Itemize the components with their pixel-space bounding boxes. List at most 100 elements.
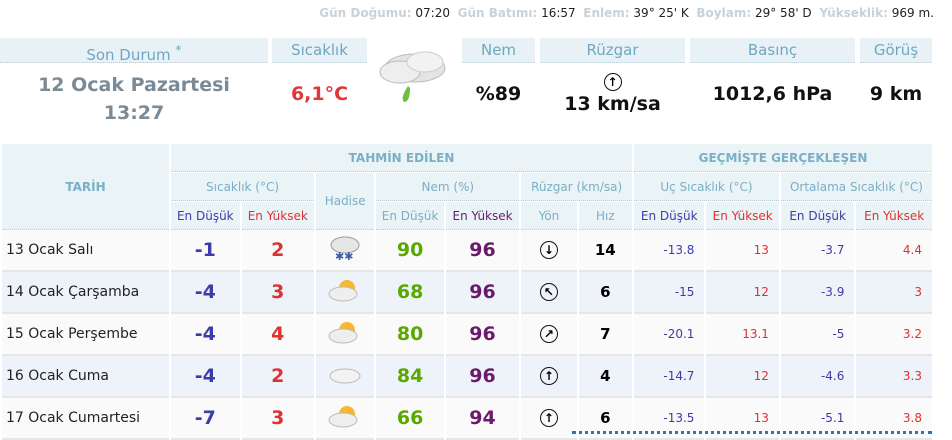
elev: 969 m. (891, 6, 934, 20)
temp-max: 2 (241, 356, 314, 398)
th-avg-max: En Yüksek (856, 201, 932, 230)
avg-min: -4.6 (780, 356, 855, 398)
table-row: 16 Ocak Cuma -4 2 84 96 ↑ 4 -14.7 12 -4.… (2, 356, 932, 398)
temp-min: -1 (171, 230, 240, 272)
wind-speed: 4 (578, 356, 632, 398)
th-past: GEÇMİŞTE GERÇEKLEŞEN (634, 143, 932, 172)
current-press: 1012,6 hPa (712, 83, 833, 105)
th-speed: Hız (578, 201, 632, 230)
row-date: 14 Ocak Çarşamba (2, 272, 170, 314)
th-hum-max: En Yüksek (445, 201, 520, 230)
sunset-label: Gün Batımı: (457, 6, 538, 20)
wind-speed: 14 (578, 230, 632, 272)
sun-cloud-icon (327, 276, 363, 304)
wind-speed: 6 (578, 272, 632, 314)
th-temp-min: En Düşük (171, 201, 240, 230)
wind-direction-icon: ↓ (539, 241, 558, 259)
location-info: Gün Doğumu: 07:20 Gün Batımı: 16:57 Enle… (319, 6, 934, 20)
temp-max: 2 (241, 230, 314, 272)
status-label: Son Durum (86, 46, 171, 64)
press-label: Basınç (690, 38, 855, 63)
ext-min: -14.7 (634, 356, 705, 398)
cloud-icon (327, 360, 363, 388)
temp-max: 3 (241, 398, 314, 440)
current-wind: 13 km/sa (564, 93, 661, 115)
avg-max: 3.3 (856, 356, 932, 398)
snow-cloud-icon: ✱✱ (327, 234, 363, 263)
table-row: 17 Ocak Cumartesi -7 3 66 94 ↑ 6 -13.5 1… (2, 398, 932, 440)
cloud-rain-icon (370, 38, 460, 122)
th-hum-min: En Düşük (376, 201, 444, 230)
temp-min: -7 (171, 398, 240, 440)
hum-min: 80 (376, 314, 444, 356)
th-ext-max: En Yüksek (706, 201, 779, 230)
sunrise-label: Gün Doğumu: (319, 6, 412, 20)
current-temp: 6,1°C (290, 83, 349, 105)
table-row: 14 Ocak Çarşamba -4 3 68 96 ↖ 6 -15 12 -… (2, 272, 932, 314)
th-ext-min: En Düşük (634, 201, 705, 230)
sun-cloud-icon (327, 402, 363, 430)
wind-direction-icon: ↗ (539, 325, 558, 343)
ext-max: 12 (706, 356, 779, 398)
wind-direction-icon: ↑ (539, 367, 558, 385)
th-event: Hadise (315, 172, 375, 230)
sunrise: 07:20 (415, 6, 450, 20)
avg-min: -3.7 (780, 230, 855, 272)
avg-min: -3.9 (780, 272, 855, 314)
th-temp-max: En Yüksek (241, 201, 314, 230)
row-date: 15 Ocak Perşembe (2, 314, 170, 356)
current-vis: 9 km (869, 83, 923, 105)
lat-label: Enlem: (583, 6, 630, 20)
avg-min: -5 (780, 314, 855, 356)
row-date: 16 Ocak Cuma (2, 356, 170, 398)
row-date: 17 Ocak Cumartesi (2, 398, 170, 440)
temp-min: -4 (171, 356, 240, 398)
th-avg: Ortalama Sıcaklık (°C) (780, 172, 932, 201)
hum-max: 96 (445, 272, 520, 314)
current-time: 13:27 (103, 102, 165, 124)
wind-direction-icon: ↖ (539, 283, 558, 301)
temp-min: -4 (171, 272, 240, 314)
th-date: TARİH (2, 143, 170, 230)
hum-min: 90 (376, 230, 444, 272)
table-row: 13 Ocak Salı -1 2 ✱✱ 90 96 ↓ 14 -13.8 13… (2, 230, 932, 272)
temp-max: 3 (241, 272, 314, 314)
hum-max: 94 (445, 398, 520, 440)
ext-max: 13.1 (706, 314, 779, 356)
current-hum: %89 (475, 83, 522, 105)
wind-direction-icon: ↑ (539, 409, 558, 427)
sunset: 16:57 (541, 6, 576, 20)
forecast-table: TARİH TAHMİN EDİLEN GEÇMİŞTE GERÇEKLEŞEN… (0, 143, 934, 440)
hum-max: 96 (445, 356, 520, 398)
hum-max: 96 (445, 314, 520, 356)
avg-max: 4.4 (856, 230, 932, 272)
svg-text:✱✱: ✱✱ (335, 250, 353, 262)
th-wind: Rüzgar (km/sa) (521, 172, 632, 201)
hum-max: 96 (445, 230, 520, 272)
hum-min: 68 (376, 272, 444, 314)
current-conditions: Son Durum * 12 Ocak Pazartesi 13:27 Sıca… (0, 38, 935, 138)
status-mark: * (175, 42, 182, 57)
temp-label: Sıcaklık (272, 38, 367, 63)
elev-label: Yükseklik: (819, 6, 888, 20)
ext-min: -20.1 (634, 314, 705, 356)
footer-links[interactable] (572, 431, 932, 440)
vis-label: Görüş (860, 38, 932, 63)
sun-cloud-icon (327, 318, 363, 346)
wind-label: Rüzgar (540, 38, 685, 63)
table-row: 15 Ocak Perşembe -4 4 80 96 ↗ 7 -20.1 13… (2, 314, 932, 356)
avg-max: 3.2 (856, 314, 932, 356)
ext-min: -15 (634, 272, 705, 314)
th-temp: Sıcaklık (°C) (171, 172, 314, 201)
ext-max: 13 (706, 230, 779, 272)
temp-min: -4 (171, 314, 240, 356)
wind-speed: 7 (578, 314, 632, 356)
th-ext: Uç Sıcaklık (°C) (634, 172, 779, 201)
lat: 39° 25' K (633, 6, 689, 20)
wind-arrow-up-icon: ↑ (603, 73, 622, 91)
th-hum: Nem (%) (376, 172, 520, 201)
hum-min: 84 (376, 356, 444, 398)
hum-min: 66 (376, 398, 444, 440)
row-date: 13 Ocak Salı (2, 230, 170, 272)
lon-label: Boylam: (696, 6, 752, 20)
